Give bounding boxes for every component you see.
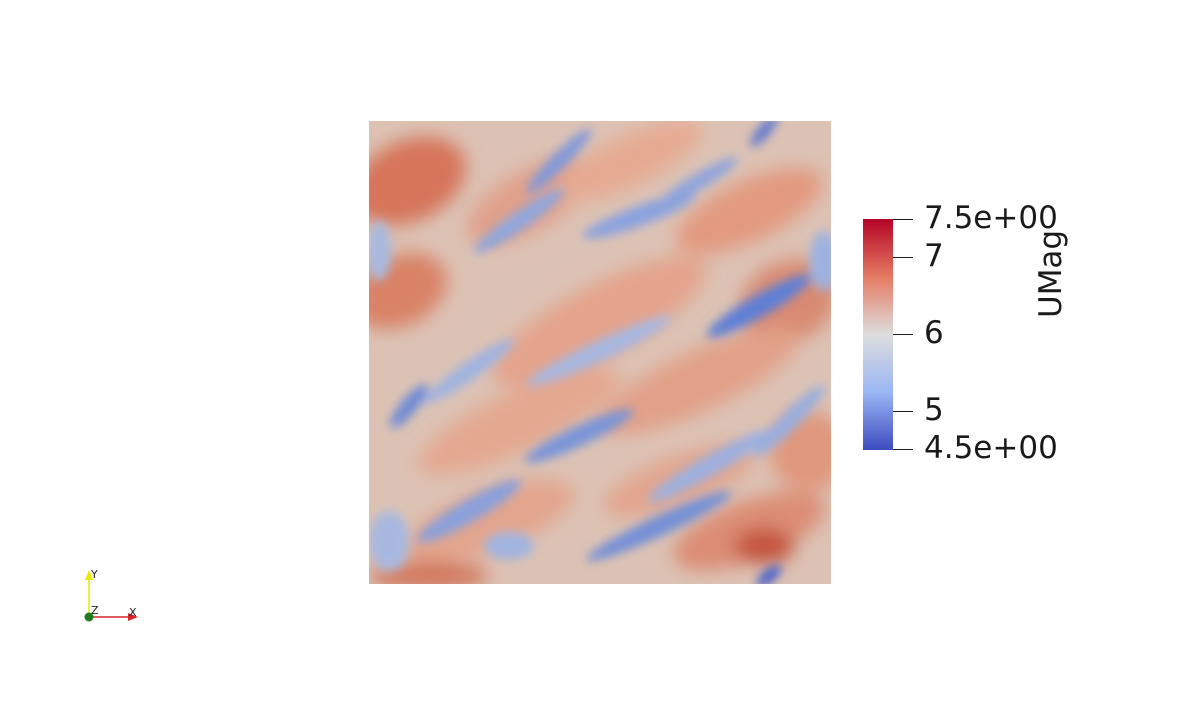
y-axis-arrow-icon — [85, 570, 93, 580]
field-svg — [369, 121, 831, 584]
cool-streaks — [369, 121, 831, 584]
color-legend — [863, 219, 893, 450]
z-axis-label: Z — [91, 604, 99, 617]
color-legend-tick — [893, 449, 913, 450]
z-axis-dot-icon — [84, 612, 94, 622]
color-legend-title: UMag — [1033, 229, 1069, 318]
orientation-axes: Y X Z — [70, 560, 160, 640]
x-axis-label: X — [129, 606, 137, 619]
color-legend-tick-label: 7 — [924, 238, 944, 274]
color-legend-tick-label: 6 — [924, 315, 944, 351]
x-axis-arrow-icon — [128, 613, 138, 621]
color-legend-gradient — [863, 219, 893, 450]
color-legend-tick — [893, 257, 913, 258]
y-axis-label: Y — [91, 568, 98, 581]
color-legend-tick — [893, 334, 913, 335]
color-legend-tick-label: 5 — [924, 392, 944, 428]
color-legend-tick — [893, 411, 913, 412]
color-legend-tick — [893, 219, 913, 220]
color-legend-tick-label: 4.5e+00 — [924, 430, 1058, 466]
umag-field-plot[interactable] — [369, 121, 831, 584]
color-legend-tick-label: 7.5e+00 — [924, 200, 1058, 236]
orientation-axes-svg — [84, 570, 138, 622]
